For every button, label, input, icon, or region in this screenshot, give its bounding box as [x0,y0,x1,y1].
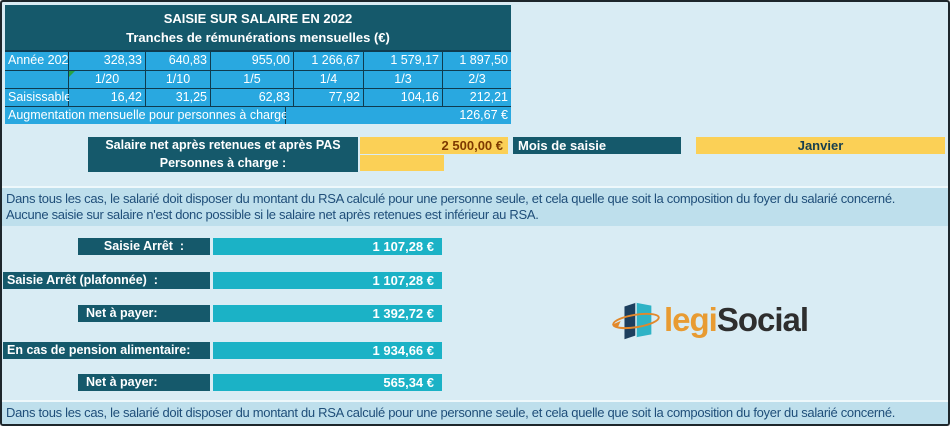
result-label-saisie-arret: Saisie Arrêt : [78,238,210,255]
legisocial-logo: legiSocial [612,296,809,344]
row-saisissable: Saisissable : 16,42 31,25 62,83 77,92 10… [5,89,511,106]
garnishment-rate-table: SAISIE SUR SALAIRE EN 2022 Tranches de r… [5,5,511,124]
table-header: SAISIE SUR SALAIRE EN 2022 Tranches de r… [5,5,511,50]
dependents-label: Personnes à charge : [159,155,287,170]
rsa-note-top: Dans tous les cas, le salarié doit dispo… [2,186,948,226]
table-title-line2: Tranches de rémunérations mensuelles (€) [126,30,390,45]
rsa-note-bottom: Dans tous les cas, le salarié doit dispo… [2,400,948,424]
result-value-saisie-arret-plafonnee: 1 107,28 € [213,272,442,289]
result-label-net-a-payer: Net à payer: [78,305,210,322]
logo-text-legi: legi [664,301,718,338]
result-label-net-a-payer-2: Net à payer: [78,374,210,391]
rsa-note-top-line2: Aucune saisie sur salaire n'est donc pos… [6,207,539,222]
cell: 62,83 [211,89,293,106]
cell: 1/20 [69,71,145,88]
month-label: Mois de saisie [513,137,681,154]
result-value-net-a-payer-2: 565,34 € [213,374,442,391]
cell-comment-indicator-icon [69,71,75,77]
cell: 640,83 [146,52,210,70]
dependents-input-cell[interactable] [360,155,444,171]
cell: 1 579,17 [364,52,442,70]
result-label-saisie-arret-plafonnee: Saisie Arrêt (plafonnée) : [3,272,210,289]
row-saisissable-label: Saisissable : [5,89,78,106]
result-value-pension-alimentaire: 1 934,66 € [213,342,442,359]
row-annee-2022: Année 2022 328,33 640,83 955,00 1 266,67… [5,52,511,70]
cell-empty [5,71,68,88]
rsa-note-top-line1: Dans tous les cas, le salarié doit dispo… [6,191,896,206]
cell: 31,25 [146,89,210,106]
cell: 1/5 [211,71,293,88]
result-value-net-a-payer: 1 392,72 € [213,305,442,322]
cell: 104,16 [364,89,442,106]
result-value-saisie-arret: 1 107,28 € [213,238,442,255]
cell: 1/3 [364,71,442,88]
salary-input-cell[interactable]: 2 500,00 € [360,137,508,154]
augmentation-value: 126,67 € [286,107,511,124]
cell: 212,21 [443,89,511,106]
table-title-line1: SAISIE SUR SALAIRE EN 2022 [163,11,353,26]
cell: 955,00 [211,52,293,70]
cell: 16,42 [69,89,145,106]
row-annee-label: Année 2022 [5,52,75,70]
result-label-pension-alimentaire: En cas de pension alimentaire: [3,342,210,359]
logo-text-social: Social [716,301,809,338]
row-augmentation: Augmentation mensuelle pour personnes à … [5,107,511,124]
cell: 77,92 [294,89,363,106]
cell: 2/3 [443,71,511,88]
augmentation-label: Augmentation mensuelle pour personnes à … [5,107,294,124]
salary-input-labels: Salaire net après retenues et après PAS … [88,137,358,172]
cell: 1/4 [294,71,363,88]
legisocial-logo-icon [612,302,660,340]
cell: 1 897,50 [443,52,511,70]
legisocial-logo-text: legiSocial [664,296,809,344]
row-fractions: 1/20 1/10 1/5 1/4 1/3 2/3 [5,71,511,88]
salary-label: Salaire net après retenues et après PAS [105,138,341,152]
cell: 328,33 [69,52,145,70]
month-input-cell[interactable]: Janvier [696,137,945,154]
cell: 1/10 [146,71,210,88]
cell: 1 266,67 [294,52,363,70]
